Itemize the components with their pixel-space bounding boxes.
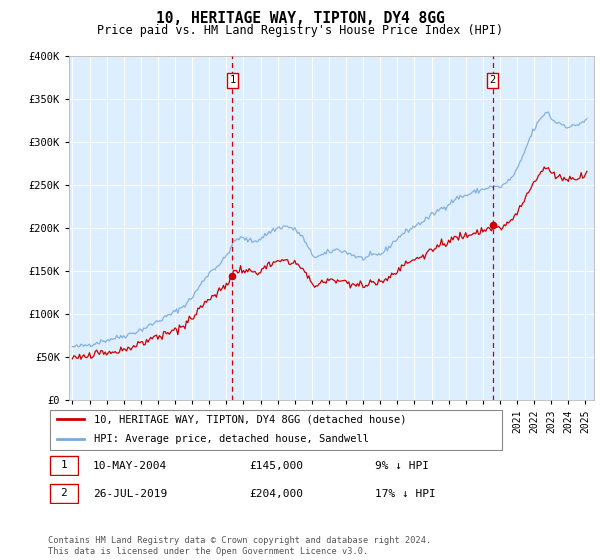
FancyBboxPatch shape	[50, 410, 502, 450]
Text: 26-JUL-2019: 26-JUL-2019	[93, 489, 167, 499]
Text: 1: 1	[60, 460, 67, 470]
Text: 17% ↓ HPI: 17% ↓ HPI	[375, 489, 436, 499]
Text: Price paid vs. HM Land Registry's House Price Index (HPI): Price paid vs. HM Land Registry's House …	[97, 24, 503, 36]
Text: 10-MAY-2004: 10-MAY-2004	[93, 461, 167, 471]
Text: 9% ↓ HPI: 9% ↓ HPI	[375, 461, 429, 471]
Text: 2: 2	[60, 488, 67, 498]
FancyBboxPatch shape	[50, 456, 77, 475]
Text: 10, HERITAGE WAY, TIPTON, DY4 8GG (detached house): 10, HERITAGE WAY, TIPTON, DY4 8GG (detac…	[94, 414, 406, 424]
Text: HPI: Average price, detached house, Sandwell: HPI: Average price, detached house, Sand…	[94, 434, 368, 444]
Text: 10, HERITAGE WAY, TIPTON, DY4 8GG: 10, HERITAGE WAY, TIPTON, DY4 8GG	[155, 11, 445, 26]
Text: £204,000: £204,000	[249, 489, 303, 499]
FancyBboxPatch shape	[50, 484, 77, 503]
Text: 2: 2	[490, 75, 496, 85]
Text: Contains HM Land Registry data © Crown copyright and database right 2024.
This d: Contains HM Land Registry data © Crown c…	[48, 536, 431, 556]
Text: 1: 1	[229, 75, 236, 85]
Text: £145,000: £145,000	[249, 461, 303, 471]
